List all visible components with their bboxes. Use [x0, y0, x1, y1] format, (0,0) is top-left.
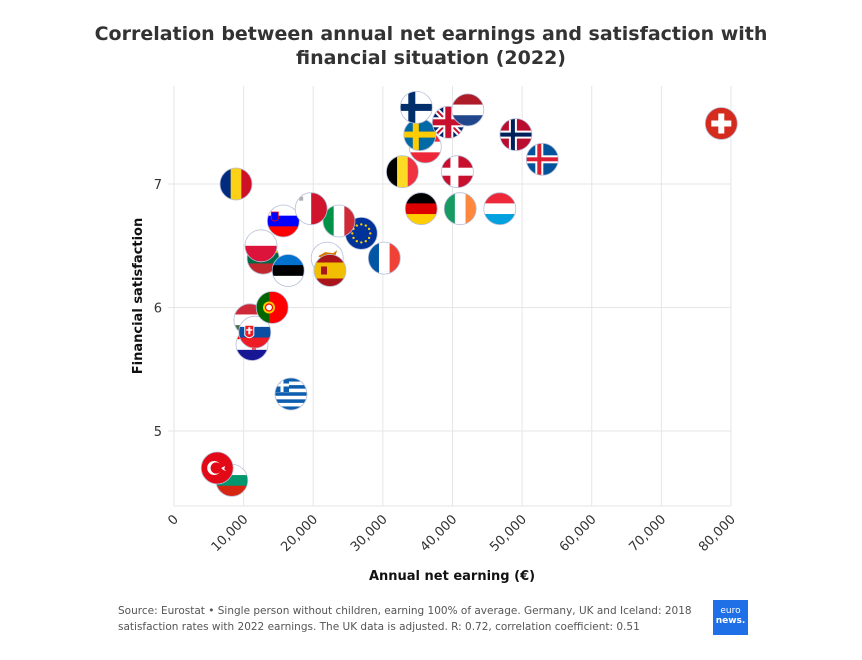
portugal-flag-icon	[256, 291, 289, 324]
data-points: BulgariaTurkeyGreeceCroatiaHungarySlovak…	[200, 91, 738, 497]
data-point-norway[interactable]: Norway	[499, 118, 533, 152]
spain-flag-icon	[314, 254, 346, 287]
ireland-flag-icon	[444, 192, 477, 225]
y-axis-title: Financial satisfaction	[131, 218, 146, 374]
x-tick-label: 20,000	[278, 512, 321, 555]
data-point-greece[interactable]: Greece	[274, 377, 308, 411]
malta-flag-icon	[295, 192, 328, 225]
data-point-portugal[interactable]: Portugal	[255, 291, 289, 324]
data-point-france[interactable]: France	[367, 241, 401, 275]
grid-lines	[168, 86, 732, 507]
flag-outline	[219, 167, 253, 201]
data-point-estonia[interactable]: Estonia	[271, 254, 305, 288]
data-point-denmark[interactable]: Denmark	[440, 155, 474, 189]
flag-outline	[255, 291, 289, 324]
x-tick-label: 50,000	[487, 512, 530, 555]
chart-title: Correlation between annual net earnings …	[0, 22, 862, 70]
data-point-sweden[interactable]: Sweden	[403, 118, 437, 152]
italy-flag-icon	[323, 205, 355, 237]
data-point-ireland[interactable]: Ireland	[443, 192, 477, 226]
slovenia-flag-icon	[267, 205, 300, 237]
flag-outline	[200, 451, 234, 485]
logo-text-bottom: news.	[715, 616, 746, 626]
norway-flag-icon	[499, 118, 532, 151]
flag-outline	[322, 204, 356, 238]
x-tick-label: 80,000	[696, 512, 739, 555]
flag-outline	[483, 192, 517, 226]
flag-outline	[244, 229, 278, 263]
flag-outline	[404, 192, 438, 226]
flag-outline	[238, 315, 272, 349]
slovakia-flag-icon	[238, 316, 271, 349]
flag-outline	[313, 254, 347, 287]
source-line-2: satisfaction rates with 2022 earnings. T…	[118, 621, 640, 633]
netherlands-flag-icon	[451, 93, 484, 126]
x-axis-title: Annual net earning (€)	[369, 569, 535, 584]
finland-flag-icon	[400, 91, 433, 124]
data-point-luxembourg[interactable]: Luxembourg	[483, 192, 517, 226]
data-point-iceland[interactable]: Iceland	[525, 142, 559, 176]
flag-outline	[451, 93, 485, 127]
y-tick-label: 7	[154, 178, 162, 193]
x-tick-label: 30,000	[348, 512, 391, 555]
data-point-slovakia[interactable]: Slovakia	[238, 315, 272, 349]
flag-outline	[499, 118, 533, 152]
flag-outline	[294, 192, 328, 226]
germany-flag-icon	[405, 192, 438, 225]
data-point-spain[interactable]: Spain	[313, 254, 347, 287]
x-tick-label: 10,000	[209, 512, 252, 555]
data-point-switzerland[interactable]: Switzerland	[704, 107, 738, 140]
data-point-poland[interactable]: Poland	[244, 229, 278, 263]
source-line-1: Source: Eurostat • Single person without…	[118, 605, 692, 617]
turkey-flag-icon	[201, 452, 234, 484]
x-tick-label: 70,000	[626, 512, 669, 555]
euronews-logo[interactable]: euro news.	[713, 600, 748, 635]
iceland-flag-icon	[526, 143, 559, 176]
x-tick-label: 60,000	[557, 512, 600, 555]
sweden-flag-icon	[403, 118, 436, 151]
x-axis-ticks: 0 10,000 20,000 30,000 40,000 50,000 60,000 70,…	[165, 512, 738, 555]
data-point-netherlands[interactable]: Netherlands	[451, 93, 485, 127]
data-point-malta[interactable]: Malta	[294, 192, 328, 226]
flag-outline	[399, 91, 433, 124]
poland-flag-icon	[245, 229, 277, 262]
y-tick-label: 6	[154, 302, 162, 317]
estonia-flag-icon	[272, 254, 305, 287]
france-flag-icon	[368, 242, 401, 275]
y-axis-ticks: 5 6 7	[154, 178, 162, 440]
source-note: Source: Eurostat • Single person without…	[118, 603, 698, 635]
scatter-chart: 5 6 7 0 10,000 20,000 30,000 40,000 50,000 60,00…	[131, 86, 739, 584]
denmark-flag-icon	[441, 155, 474, 188]
flag-outline	[704, 107, 738, 140]
data-point-turkey[interactable]: Turkey	[200, 451, 234, 485]
y-tick-label: 5	[154, 425, 162, 440]
flag-outline	[274, 377, 308, 411]
x-tick-label: 40,000	[418, 512, 461, 555]
belgium-flag-icon	[386, 155, 419, 188]
chart-title-line-2: financial situation (2022)	[296, 47, 566, 69]
flag-outline	[266, 204, 300, 238]
flag-outline	[443, 192, 477, 226]
flag-outline	[525, 142, 559, 176]
data-point-finland[interactable]: Finland	[399, 91, 433, 124]
data-point-slovenia[interactable]: Slovenia	[266, 204, 300, 238]
flag-outline	[440, 155, 474, 189]
luxembourg-flag-icon	[483, 192, 516, 225]
data-point-germany[interactable]: Germany	[404, 192, 438, 226]
flag-outline	[367, 241, 401, 275]
romania-flag-icon	[220, 168, 252, 200]
flag-outline	[385, 155, 419, 189]
flag-outline	[271, 254, 305, 287]
logo-text-top: euro	[720, 606, 741, 616]
data-point-italy[interactable]: Italy	[322, 204, 356, 238]
data-point-romania[interactable]: Romania	[219, 167, 253, 201]
switzerland-flag-icon	[705, 107, 738, 140]
data-point-belgium[interactable]: Belgium	[385, 155, 419, 189]
chart-title-line-1: Correlation between annual net earnings …	[94, 23, 768, 45]
x-tick-label: 0	[165, 512, 181, 528]
data-point-eu[interactable]: European Union	[344, 216, 378, 250]
